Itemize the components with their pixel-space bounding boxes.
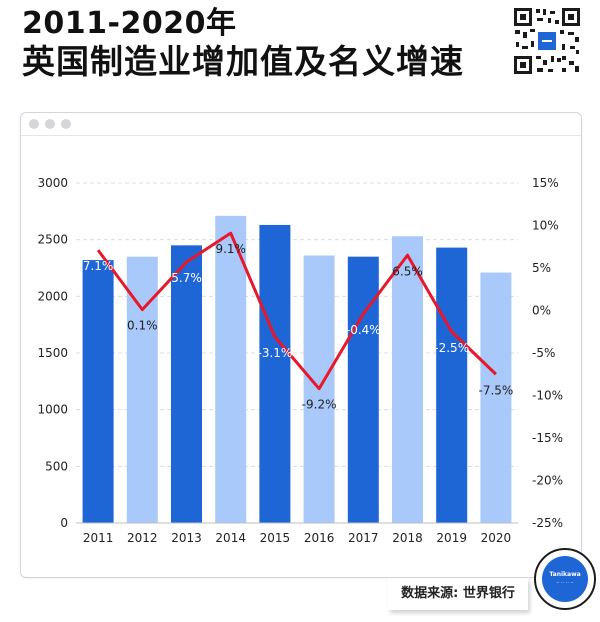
- brand-badge-logo: Tanikawa ·· ·· ·· ··: [542, 556, 588, 602]
- x-tick-label: 2020: [481, 531, 512, 545]
- y2-tick-label: -5%: [532, 346, 555, 360]
- data-label: 6.5%: [392, 264, 423, 278]
- bar-2017: [347, 256, 379, 523]
- data-label: -3.1%: [257, 346, 292, 360]
- data-label: -2.5%: [434, 341, 469, 355]
- data-label: 5.7%: [171, 271, 202, 285]
- data-label: 7.1%: [83, 259, 114, 273]
- bar-2019: [436, 247, 468, 523]
- y2-tick-label: 5%: [532, 261, 551, 275]
- x-tick-label: 2015: [260, 531, 291, 545]
- x-tick-label: 2018: [392, 531, 423, 545]
- bar-2020: [480, 272, 512, 523]
- x-tick-label: 2013: [171, 531, 202, 545]
- brand-badge-name: Tanikawa: [549, 571, 581, 578]
- y-tick-label: 3000: [37, 176, 68, 190]
- title-line-1: 2011-2020年: [22, 6, 237, 41]
- y2-tick-label: -20%: [532, 474, 563, 488]
- y2-tick-label: 0%: [532, 304, 551, 318]
- data-label: 9.1%: [215, 242, 246, 256]
- data-label: -9.2%: [302, 398, 337, 412]
- bar-2014: [215, 215, 247, 523]
- brand-badge: Tanikawa ·· ·· ·· ··: [534, 548, 596, 610]
- y-tick-label: 0: [60, 516, 68, 530]
- y2-tick-label: -15%: [532, 431, 563, 445]
- x-tick-label: 2014: [215, 531, 246, 545]
- window-maximize-icon: [61, 119, 71, 129]
- y2-tick-label: -10%: [532, 389, 563, 403]
- growth-line: [96, 231, 497, 391]
- source-box: 数据来源: 世界银行: [388, 578, 528, 610]
- data-label: -0.4%: [346, 323, 381, 337]
- source-text: 数据来源: 世界银行: [401, 586, 515, 601]
- y2-tick-label: 10%: [532, 219, 559, 233]
- bar-2012: [126, 256, 158, 523]
- x-tick-label: 2016: [304, 531, 335, 545]
- y-tick-label: 1000: [37, 403, 68, 417]
- x-tick-label: 2011: [83, 531, 114, 545]
- bar-2013: [171, 245, 202, 524]
- y-tick-label: 2000: [37, 289, 68, 303]
- y-tick-label: 1500: [37, 346, 68, 360]
- data-label: -7.5%: [478, 383, 513, 397]
- y2-tick-label: -25%: [532, 516, 563, 530]
- window-minimize-icon: [45, 119, 55, 129]
- y-tick-label: 2500: [37, 233, 68, 247]
- data-label: 0.1%: [127, 319, 158, 333]
- y-tick-label: 500: [45, 459, 68, 473]
- title-line-2: 英国制造业增加值及名义增速: [22, 42, 464, 81]
- bar-2011: [82, 260, 114, 523]
- window-close-icon: [29, 119, 39, 129]
- brand-badge-sub: ·· ·· ·· ··: [556, 580, 574, 586]
- y2-tick-label: 15%: [532, 176, 559, 190]
- window-title-bar: [21, 113, 581, 136]
- x-tick-label: 2019: [436, 531, 467, 545]
- x-tick-label: 2012: [127, 531, 158, 545]
- qr-code-icon: [512, 6, 582, 76]
- chart-title: 2011-2020年 英国制造业增加值及名义增速: [22, 6, 464, 82]
- bar-2018: [392, 236, 423, 523]
- bar-2015: [259, 224, 291, 523]
- x-tick-label: 2017: [348, 531, 379, 545]
